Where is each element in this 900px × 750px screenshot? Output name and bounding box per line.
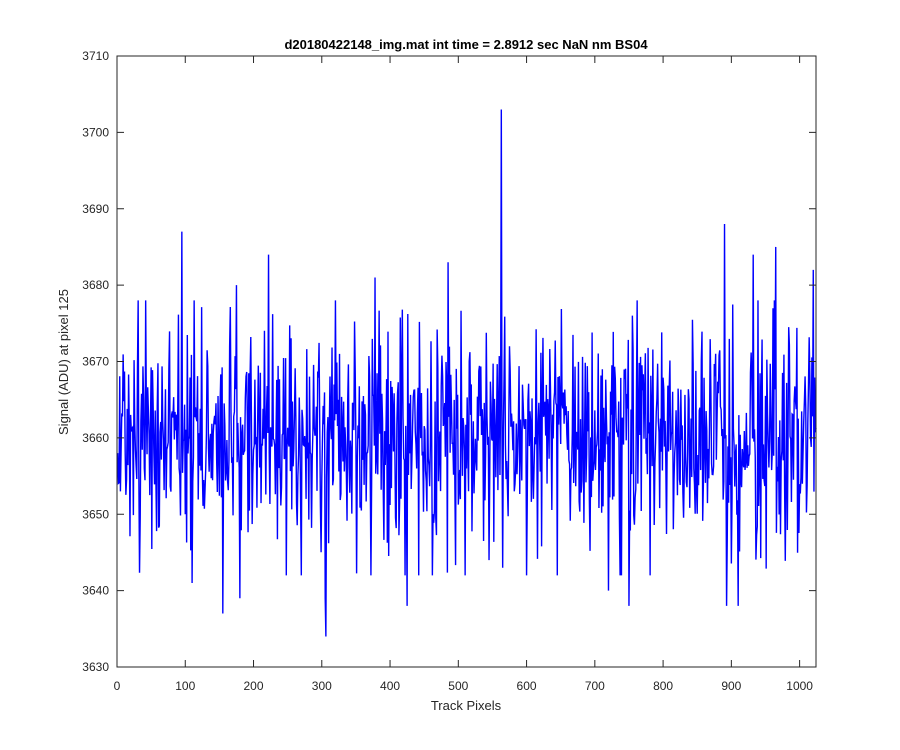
chart-title: d20180422148_img.mat int time = 2.8912 s… [284,37,648,52]
x-tick-label: 300 [312,679,332,693]
y-tick-label: 3660 [82,431,109,445]
y-tick-label: 3670 [82,355,109,369]
y-tick-label: 3630 [82,660,109,674]
x-tick-label: 100 [175,679,195,693]
y-tick-label: 3650 [82,507,109,521]
x-tick-label: 900 [721,679,741,693]
signal-series-line [116,109,817,637]
x-tick-label: 500 [448,679,468,693]
y-axis-title: Signal (ADU) at pixel 125 [56,289,71,435]
x-tick-label: 700 [585,679,605,693]
x-tick-label: 200 [244,679,264,693]
x-tick-label: 800 [653,679,673,693]
x-tick-label: 1000 [786,679,813,693]
x-axis-title: Track Pixels [431,698,502,713]
x-tick-label: 600 [517,679,537,693]
y-tick-label: 3690 [82,202,109,216]
x-tick-label: 0 [114,679,121,693]
x-tick-label: 400 [380,679,400,693]
plot-background [117,56,816,667]
y-tick-label: 3680 [82,278,109,292]
tick-layer: 0 100 200 300 400 500 600 700 800 900 1000 3630 3640… [82,49,816,693]
y-tick-label: 3700 [82,125,109,139]
y-tick-label: 3710 [82,49,109,63]
series-layer [116,109,817,637]
y-tick-label: 3640 [82,584,109,598]
